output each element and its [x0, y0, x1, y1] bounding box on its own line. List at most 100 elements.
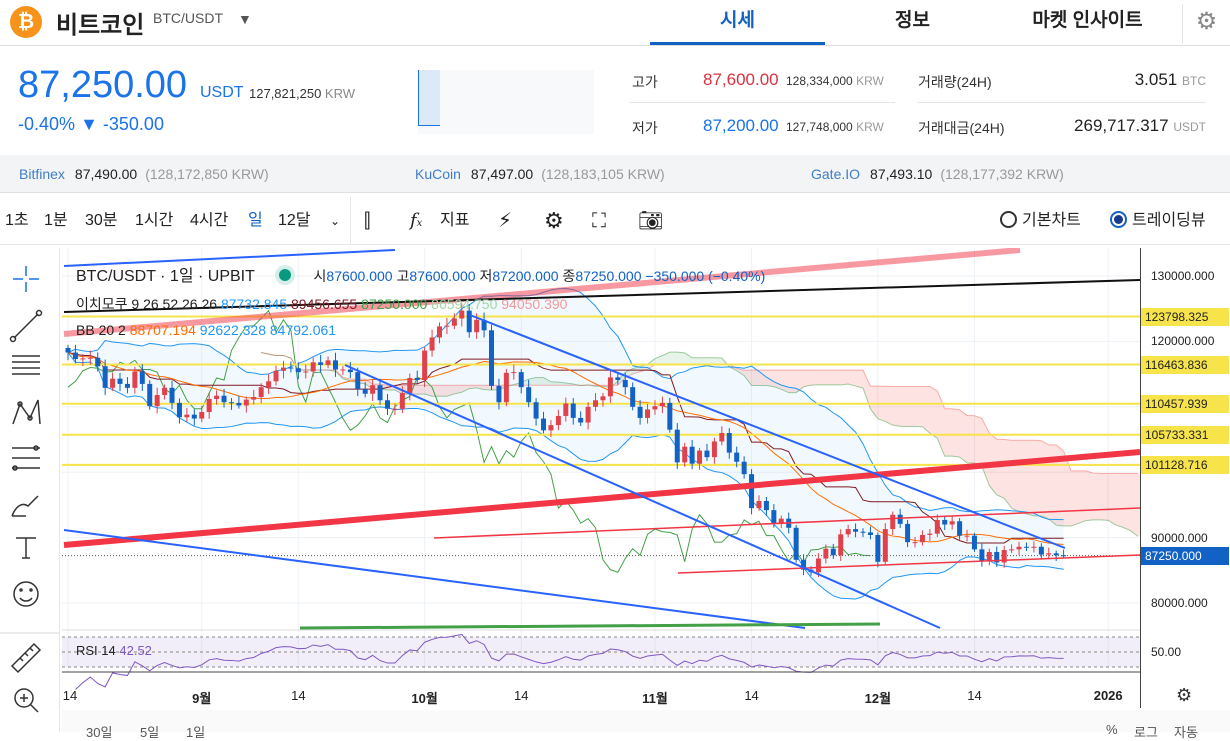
candle-body	[682, 446, 688, 463]
ichimoku-cloud	[803, 370, 811, 387]
candle-body	[355, 372, 361, 390]
fib-icon[interactable]	[12, 445, 40, 471]
chevron-down-icon[interactable]: ⌄	[330, 214, 341, 228]
candle-body	[957, 521, 963, 536]
ichimoku-cloud	[863, 370, 871, 409]
price-axis[interactable]: 130000.000 120000.000 90000.000 80000.000 12…	[1140, 248, 1230, 708]
chart-legend: BTC/USDT · 1일 · UPBIT 시87600.000 고87600.…	[76, 262, 765, 338]
interval-1d[interactable]: 일	[248, 212, 263, 229]
ichimoku-cloud	[706, 357, 715, 365]
candle-body	[318, 362, 324, 365]
bitcoin-logo-icon: ₿	[10, 6, 42, 38]
ichimoku-cloud	[417, 385, 425, 395]
candle-body	[526, 387, 532, 403]
interval-1h[interactable]: 1시간	[135, 212, 174, 229]
candle-body	[332, 360, 338, 370]
ichimoku-cloud	[825, 370, 834, 385]
candle-body	[511, 372, 517, 374]
brush-icon[interactable]	[11, 495, 39, 517]
exchange-price: 87,490.00	[74, 166, 138, 182]
text-icon[interactable]	[16, 537, 36, 559]
candle-body	[667, 402, 673, 430]
candle-body	[533, 402, 539, 419]
trend-line-icon[interactable]	[9, 309, 43, 343]
divider	[918, 102, 1206, 103]
axis-settings-icon[interactable]: ⚙	[1176, 685, 1193, 705]
amount-label: 거래대금(24H)	[918, 120, 1005, 136]
interval-1s[interactable]: 1초	[5, 212, 29, 229]
camera-icon[interactable]: 📷︎	[638, 210, 664, 232]
ichimoku-cloud	[476, 385, 485, 390]
lightning-search-icon[interactable]: ⚡	[498, 210, 513, 232]
ichimoku-cloud	[692, 357, 700, 365]
drawing-toolbar	[0, 248, 60, 732]
candle-body	[496, 385, 502, 403]
emoji-icon[interactable]	[13, 581, 39, 607]
candle-body	[585, 406, 591, 423]
candle-type-icon[interactable]: ⫿	[364, 210, 371, 232]
pair-label[interactable]: BTC/USDT	[153, 10, 223, 26]
radio-tradingview[interactable]: 트레이딩뷰	[1110, 197, 1206, 245]
tab-price[interactable]: 시세	[650, 5, 825, 45]
radio-label: 트레이딩뷰	[1132, 212, 1206, 229]
ichimoku-cloud	[654, 355, 663, 365]
ichimoku-cloud	[714, 357, 722, 365]
function-icon[interactable]: fx	[410, 210, 423, 231]
candle-body	[555, 415, 561, 426]
ruler-icon[interactable]	[10, 642, 42, 674]
candle-body	[838, 534, 844, 556]
candle-body	[147, 383, 153, 407]
indicator-button[interactable]: 지표	[440, 212, 470, 229]
candle-body	[65, 347, 71, 353]
exchange-gateio[interactable]: Gate.IO 87,493.10 (128,177,392 KRW)	[811, 155, 1064, 193]
krw-unit: KRW	[324, 86, 356, 101]
ichimoku-cloud	[1063, 450, 1072, 527]
candle-body	[771, 510, 777, 524]
fullscreen-icon[interactable]: ⛶	[592, 210, 606, 232]
tab-info[interactable]: 정보	[895, 10, 930, 31]
time-tick: 14	[62, 688, 78, 703]
percent-toggle[interactable]: %	[1106, 722, 1118, 737]
candle-body	[1046, 553, 1052, 555]
candle-body	[1023, 546, 1029, 548]
low-krw: 127,748,000 KRW	[786, 120, 884, 134]
candle-body	[979, 549, 985, 562]
exchange-bitfinex[interactable]: Bitfinex 87,490.00 (128,172,850 KRW)	[19, 155, 269, 193]
radio-basic-chart[interactable]: 기본차트	[1000, 197, 1081, 245]
exchange-kucoin[interactable]: KuCoin 87,497.00 (128,183,105 KRW)	[415, 155, 665, 193]
senkou-a-line	[261, 351, 1139, 537]
horizontal-lines-icon[interactable]	[12, 355, 40, 375]
candle-body	[741, 461, 747, 475]
candle-body	[734, 452, 740, 462]
zoom-in-icon[interactable]	[14, 688, 39, 713]
candle-body	[206, 398, 212, 413]
ichimoku-cloud	[1071, 470, 1079, 527]
rsi-tick: 50.00	[1151, 645, 1182, 659]
tab-market-insight[interactable]: 마켓 인사이트	[1032, 10, 1143, 31]
trend-line	[63, 279, 1140, 313]
caret-down-icon[interactable]: ▼	[238, 11, 252, 27]
candle-body	[310, 362, 316, 372]
rsi-value: 42.52	[119, 643, 152, 658]
pattern-icon[interactable]	[12, 399, 41, 425]
candle-body	[548, 425, 554, 431]
ichimoku-cloud	[907, 386, 916, 427]
crosshair-icon[interactable]	[13, 266, 39, 292]
candle-body	[184, 414, 190, 418]
candle-body	[407, 378, 413, 394]
trend-line	[63, 249, 396, 267]
candle-body	[132, 371, 138, 388]
legend-symbol: BTC/USDT · 1일 · UPBIT 시87600.000 고87600.…	[76, 262, 765, 286]
settings-icon[interactable]: ⚙	[544, 208, 564, 233]
price-chart[interactable]	[62, 248, 1140, 708]
volume-value: 3.051 BTC	[1135, 70, 1206, 90]
interval-4h[interactable]: 4시간	[190, 212, 229, 229]
gear-icon[interactable]: ⚙	[1182, 4, 1230, 44]
time-tick: 12월	[864, 691, 892, 706]
interval-1m[interactable]: 1분	[44, 212, 68, 229]
interval-12mo[interactable]: 12달	[278, 212, 311, 229]
candle-body	[117, 378, 123, 384]
time-tick: 10월	[411, 691, 438, 706]
candle-body	[912, 542, 918, 544]
interval-30m[interactable]: 30분	[85, 212, 118, 229]
